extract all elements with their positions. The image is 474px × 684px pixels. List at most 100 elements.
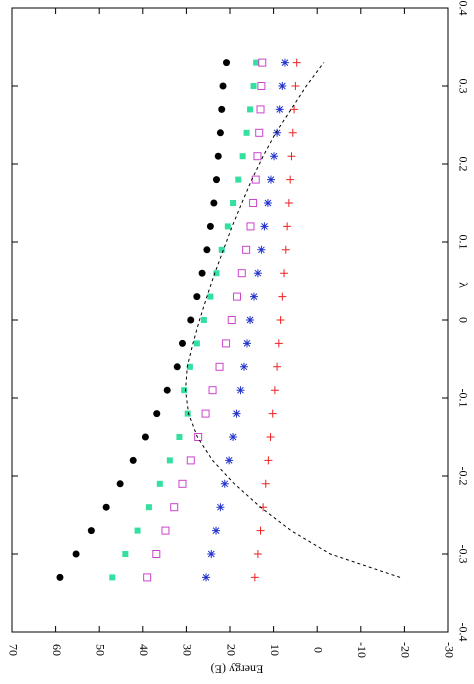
point [266,433,275,441]
point [235,176,242,183]
y-tick-label: 60 [50,644,64,656]
point [278,82,287,90]
x-tick-label: 0.4 [456,1,470,16]
y-tick-label: 40 [137,644,151,656]
y-tick-label: 20 [224,644,238,656]
point [153,410,161,418]
point [122,551,129,557]
point [215,362,224,371]
point [203,246,211,254]
point [212,176,220,184]
point [129,456,137,464]
point [200,317,207,323]
point [292,58,301,67]
point [229,433,238,441]
point [243,129,250,136]
point [87,527,95,535]
point [253,152,262,161]
point [281,245,290,254]
y-tick-label: 0 [311,647,325,653]
point [263,199,272,207]
point [216,129,224,137]
point [202,573,211,582]
point [206,222,214,230]
point [257,245,266,254]
point [273,362,282,371]
point [186,456,195,465]
point [219,82,227,90]
point [193,340,200,347]
point [246,316,255,324]
point [264,456,273,465]
point [275,105,284,114]
point [276,316,285,324]
point [56,573,64,581]
point [256,526,265,535]
point [208,386,217,395]
point [218,105,226,113]
point [134,527,141,534]
y-tick-label: 10 [268,644,282,656]
y-tick-label: 30 [181,644,195,656]
x-tick-label: -0.2 [456,467,470,486]
point [232,409,241,418]
point [225,456,234,465]
point [247,106,254,113]
x-tick-label: 0.2 [456,157,470,172]
point [258,58,267,67]
point [201,409,210,418]
point [253,269,262,278]
x-axis-label: λ [456,282,470,288]
point [270,152,279,161]
point [152,550,161,558]
point [236,386,245,395]
point [207,293,214,300]
point [253,59,260,66]
point [266,175,275,184]
point [224,223,231,230]
point [173,363,181,371]
point [223,59,231,67]
point [207,550,216,558]
point [212,526,221,535]
point [232,292,241,301]
y-tick-label: 70 [6,644,20,656]
point [274,339,283,348]
point [145,504,152,511]
point [156,480,163,487]
point [178,479,187,488]
point [198,269,206,277]
point [255,128,264,137]
plot-frame [11,7,449,633]
point [109,574,116,581]
series-line [185,62,401,578]
point [253,550,262,558]
x-tick-label: -0.3 [456,545,470,564]
point [288,128,297,137]
point [250,573,259,582]
point [260,222,269,231]
point [239,153,246,160]
point [251,175,260,184]
point [214,152,222,160]
point [257,82,266,90]
point [161,526,170,535]
point [290,105,299,114]
point [250,83,257,89]
point [143,573,152,582]
point [186,363,193,370]
point [216,503,225,512]
point [178,339,186,347]
point [237,269,246,278]
point [176,434,183,440]
point [286,175,295,184]
point [291,82,300,90]
point [280,269,289,278]
point [187,316,195,324]
x-tick-label: 0.1 [456,235,470,250]
point [243,339,252,348]
point [213,270,220,277]
point [102,503,110,511]
y-tick-label: -30 [442,642,456,658]
